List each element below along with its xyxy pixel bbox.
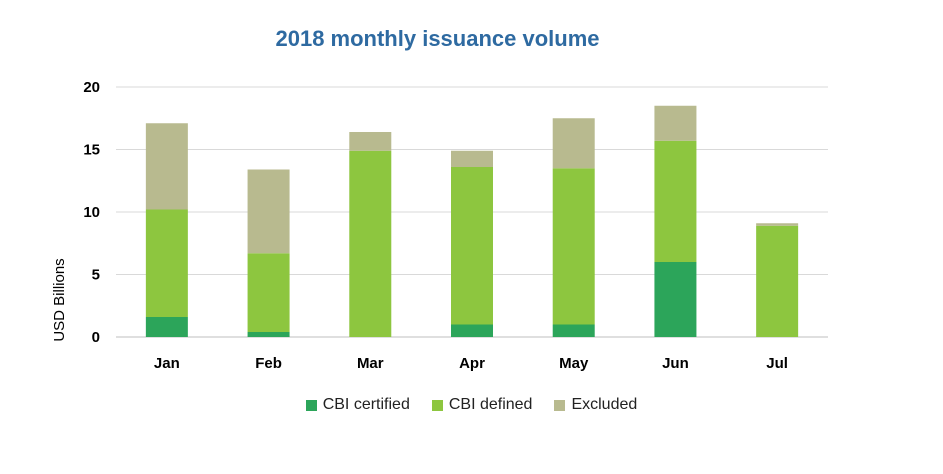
legend-swatch	[305, 399, 317, 411]
y-tick-label: 0	[92, 329, 100, 346]
y-tick-label: 15	[83, 142, 100, 159]
bar-feb-excluded	[247, 169, 290, 254]
bar-apr-excluded	[451, 150, 493, 167]
bars	[145, 105, 799, 337]
chart-title: 2018 monthly issuance volume	[275, 26, 600, 51]
legend-swatch	[554, 399, 566, 411]
bar-may-cbi-certified	[552, 324, 595, 337]
bar-jan-cbi-defined	[145, 209, 188, 317]
legend-item-cbi-defined: CBI defined	[431, 396, 533, 414]
legend: CBI certified CBI defined Excluded	[0, 396, 943, 414]
legend-item-cbi-certified: CBI certified	[305, 396, 410, 414]
bar-feb-cbi-certified	[247, 332, 290, 337]
y-tick-label: 10	[83, 204, 100, 221]
axis-labels: 0 5 10 15 20 Jan Feb Mar Apr May Jun Jul	[83, 79, 788, 372]
x-tick-label: Apr	[459, 355, 485, 372]
x-tick-label: Jun	[662, 355, 689, 372]
bar-apr-cbi-defined	[451, 167, 493, 325]
legend-label: CBI defined	[448, 396, 533, 413]
bar-may-cbi-defined	[552, 168, 595, 325]
bar-feb-cbi-defined	[247, 253, 290, 332]
bar-jan-excluded	[145, 123, 188, 210]
legend-swatch	[431, 399, 443, 411]
bar-jun-excluded	[654, 105, 697, 141]
y-tick-label: 5	[92, 267, 100, 284]
y-tick-label: 20	[83, 79, 100, 96]
bar-mar-cbi-defined	[349, 150, 392, 337]
chart-canvas: 0 5 10 15 20 Jan Feb Mar Apr May Jun Jul USD Billio…	[51, 79, 828, 372]
bar-may-excluded	[552, 118, 595, 169]
bar-jun-cbi-defined	[654, 140, 697, 262]
bar-mar-excluded	[349, 132, 392, 151]
legend-label: CBI certified	[322, 396, 410, 413]
x-tick-label: Jul	[766, 355, 788, 372]
bar-apr-cbi-certified	[451, 324, 493, 337]
x-tick-label: Mar	[357, 355, 384, 372]
bar-jun-cbi-certified	[654, 262, 697, 337]
y-axis-label: USD Billions	[51, 258, 68, 341]
bar-jul-excluded	[756, 223, 799, 226]
x-tick-label: Feb	[255, 355, 282, 372]
bar-jan-cbi-certified	[145, 317, 188, 337]
x-tick-label: Jan	[154, 355, 180, 372]
legend-item-excluded: Excluded	[554, 396, 637, 414]
legend-label: Excluded	[571, 396, 638, 413]
bar-jul-cbi-defined	[756, 225, 799, 337]
x-tick-label: May	[559, 355, 589, 372]
